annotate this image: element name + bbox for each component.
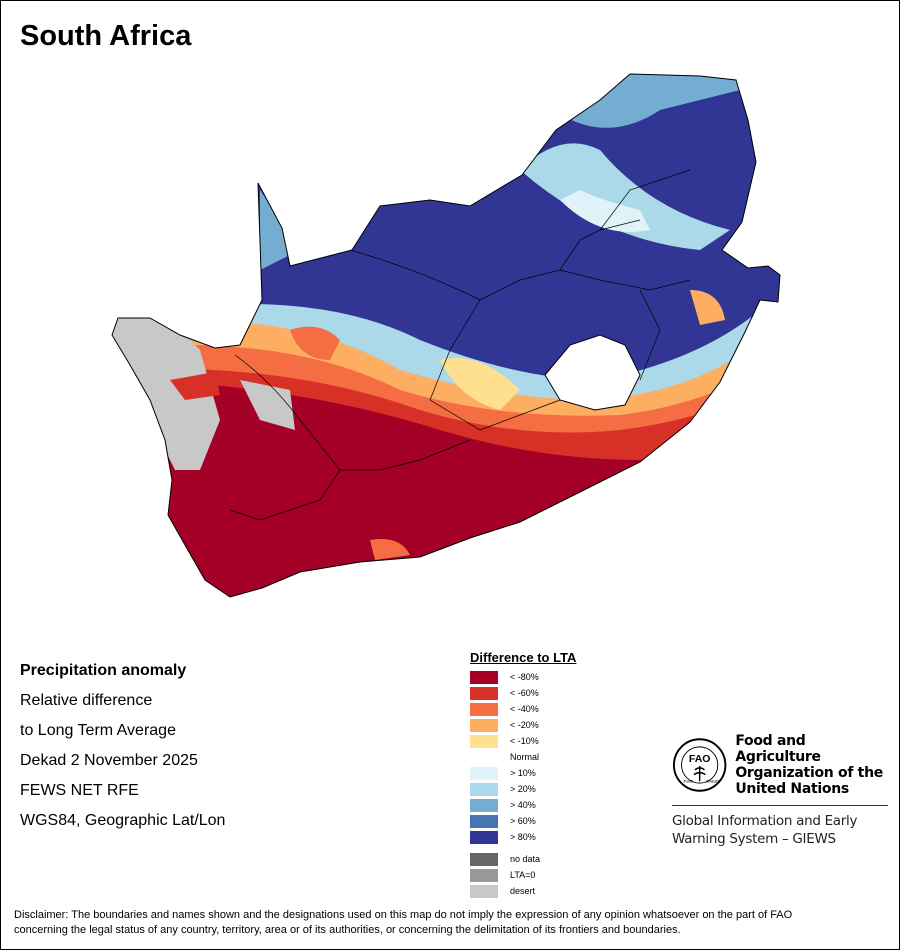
legend-item: desert bbox=[470, 883, 576, 899]
legend-swatch bbox=[470, 750, 498, 764]
map-title: South Africa bbox=[20, 20, 192, 52]
disclaimer: Disclaimer: The boundaries and names sho… bbox=[14, 908, 894, 938]
legend-item: < -80% bbox=[470, 669, 576, 685]
legend-swatch bbox=[470, 734, 498, 748]
legend-label: < -80% bbox=[510, 671, 539, 682]
divider bbox=[672, 805, 888, 806]
legend-label: < -20% bbox=[510, 719, 539, 730]
info-line1: Relative difference bbox=[20, 692, 153, 709]
country-outline bbox=[111, 73, 781, 598]
legend-item: > 40% bbox=[470, 797, 576, 813]
map-info: Precipitation anomaly Relative differenc… bbox=[20, 656, 225, 836]
lesotho bbox=[544, 334, 641, 411]
legend-label: Normal bbox=[510, 751, 540, 762]
svg-text:FIAT: FIAT bbox=[683, 779, 693, 785]
giews-line1: Global Information and Early bbox=[672, 813, 858, 829]
info-period: Dekad 2 November 2025 bbox=[20, 752, 198, 769]
legend-swatch bbox=[470, 884, 498, 898]
fao-name-line3: United Nations bbox=[735, 781, 849, 797]
fao-logo: FAO FIAT PANIS bbox=[672, 738, 727, 792]
legend-swatch bbox=[470, 852, 498, 866]
svg-text:PANIS: PANIS bbox=[706, 779, 720, 785]
legend-label: > 40% bbox=[510, 799, 536, 810]
legend-swatch bbox=[470, 718, 498, 732]
legend-item: > 10% bbox=[470, 765, 576, 781]
legend-swatch bbox=[470, 686, 498, 700]
anomaly-raster bbox=[112, 74, 780, 597]
legend-swatch bbox=[470, 798, 498, 812]
info-line2: to Long Term Average bbox=[20, 722, 176, 739]
legend-label: < -10% bbox=[510, 735, 539, 746]
legend-label: < -40% bbox=[510, 703, 539, 714]
disclaimer-line2: concerning the legal status of any count… bbox=[14, 924, 681, 936]
legend-item: < -20% bbox=[470, 717, 576, 733]
legend-label: no data bbox=[510, 853, 541, 864]
legend-swatch bbox=[470, 766, 498, 780]
legend-label: desert bbox=[510, 885, 536, 896]
info-heading: Precipitation anomaly bbox=[20, 662, 187, 679]
legend-label: < -60% bbox=[510, 687, 539, 698]
legend-swatch bbox=[470, 814, 498, 828]
legend-label: > 20% bbox=[510, 783, 536, 794]
legend-swatch bbox=[470, 702, 498, 716]
legend-swatch bbox=[470, 830, 498, 844]
legend-swatch bbox=[470, 670, 498, 684]
fao-name-line1: Food and Agriculture bbox=[735, 733, 821, 765]
fao-branding: FAO FIAT PANIS Food and Agriculture Orga… bbox=[672, 733, 888, 848]
precipitation-anomaly-map bbox=[111, 73, 781, 598]
legend-item: Normal bbox=[470, 749, 576, 765]
legend-item: no data bbox=[470, 851, 576, 867]
legend-label: > 10% bbox=[510, 767, 536, 778]
legend-item: > 60% bbox=[470, 813, 576, 829]
legend-title: Difference to LTA bbox=[470, 650, 577, 665]
legend-label: LTA=0 bbox=[510, 869, 536, 880]
legend-item: LTA=0 bbox=[470, 867, 576, 883]
disclaimer-line1: Disclaimer: The boundaries and names sho… bbox=[14, 909, 793, 921]
info-source: FEWS NET RFE bbox=[20, 782, 139, 799]
legend: Difference to LTA < -80% < -60% < -40% < -2… bbox=[470, 650, 576, 899]
fao-name-line2: Organization of the bbox=[735, 765, 883, 781]
legend-item: > 80% bbox=[470, 829, 576, 845]
province-borders bbox=[229, 169, 691, 521]
giews-line2: Warning System – GIEWS bbox=[672, 831, 836, 847]
legend-item: < -60% bbox=[470, 685, 576, 701]
svg-text:FAO: FAO bbox=[689, 754, 711, 765]
info-projection: WGS84, Geographic Lat/Lon bbox=[20, 812, 226, 829]
legend-item: < -40% bbox=[470, 701, 576, 717]
legend-label: > 80% bbox=[510, 831, 536, 842]
legend-item: < -10% bbox=[470, 733, 576, 749]
legend-swatch bbox=[470, 782, 498, 796]
legend-swatch bbox=[470, 868, 498, 882]
legend-item: > 20% bbox=[470, 781, 576, 797]
legend-label: > 60% bbox=[510, 815, 536, 826]
